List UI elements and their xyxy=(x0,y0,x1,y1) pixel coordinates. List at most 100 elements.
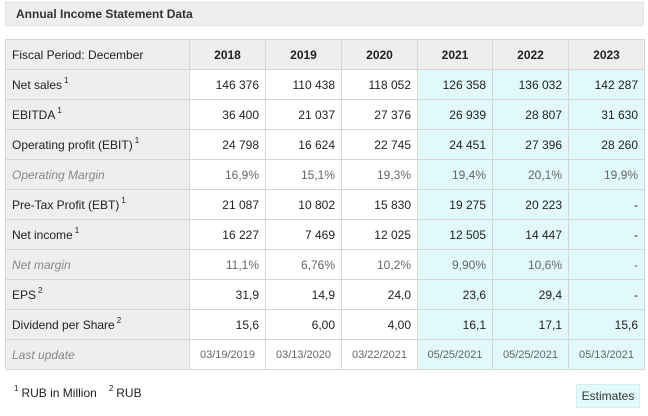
value-cell: 12 025 xyxy=(341,219,418,250)
value-cell: 6,00 xyxy=(265,309,342,340)
footnote-marker: 1 xyxy=(57,105,62,115)
row-label: EBITDA 1 xyxy=(5,99,190,130)
value-cell: 24 798 xyxy=(189,129,266,160)
year-header: 2022 xyxy=(492,39,569,70)
value-cell: 15 830 xyxy=(341,189,418,220)
value-cell: - xyxy=(568,249,645,280)
footnote-text: RUB xyxy=(116,386,142,400)
value-cell: 28 260 xyxy=(568,129,645,160)
value-cell: 6,76% xyxy=(265,249,342,280)
value-cell: 110 438 xyxy=(265,69,342,100)
value-cell: 118 052 xyxy=(341,69,418,100)
value-cell: 23,6 xyxy=(417,279,493,310)
fiscal-period-label: Fiscal Period: December xyxy=(5,39,190,70)
footnote-marker: 1 xyxy=(64,75,69,85)
table-row: Operating profit (EBIT) 1 24 798 16 624 22 7… xyxy=(5,129,645,160)
section-title-bar: Annual Income Statement Data xyxy=(5,2,644,26)
value-cell: 16,1 xyxy=(417,309,493,340)
last-update-row: Last update 03/19/2019 03/13/2020 03/22/202… xyxy=(5,339,645,370)
value-cell: 14,9 xyxy=(265,279,342,310)
update-date-cell: 05/25/2021 xyxy=(492,339,569,370)
row-label-text: Pre-Tax Profit (EBT) xyxy=(12,197,120,212)
section-title: Annual Income Statement Data xyxy=(16,7,193,21)
value-cell: - xyxy=(568,189,645,220)
value-cell: 31,9 xyxy=(189,279,266,310)
value-cell: 24 451 xyxy=(417,129,493,160)
table-row: Net sales 1 146 376 110 438 118 052 126 358 13… xyxy=(5,69,645,100)
row-label-text: EBITDA xyxy=(12,107,56,122)
row-label-text: Net sales xyxy=(12,77,63,92)
value-cell: 20,1% xyxy=(492,159,569,190)
value-cell: 14 447 xyxy=(492,219,569,250)
value-cell: 24,0 xyxy=(341,279,418,310)
row-label-text: Operating Margin xyxy=(12,167,105,182)
value-cell: 146 376 xyxy=(189,69,266,100)
value-cell: 126 358 xyxy=(417,69,493,100)
footnote-marker: 1 xyxy=(74,225,80,235)
header-row: Fiscal Period: December 2018 2019 2020 2021… xyxy=(5,39,645,70)
update-date-cell: 03/13/2020 xyxy=(265,339,342,370)
value-cell: 12 505 xyxy=(417,219,493,250)
value-cell: 19,3% xyxy=(341,159,418,190)
update-date-cell: 05/13/2021 xyxy=(568,339,645,370)
table-row: EPS 2 31,9 14,9 24,0 23,6 29,4- xyxy=(5,279,645,310)
update-date-cell: 05/25/2021 xyxy=(417,339,493,370)
footnote-marker: 1 xyxy=(134,135,140,145)
value-cell: 4,00 xyxy=(341,309,418,340)
year-header: 2018 xyxy=(189,39,266,70)
footnote-item: 2 RUB xyxy=(107,384,142,400)
footnote-marker: 2 xyxy=(116,315,122,325)
estimates-legend-badge: Estimates xyxy=(576,384,640,408)
value-cell: 19 275 xyxy=(417,189,493,220)
value-cell: 21 087 xyxy=(189,189,266,220)
value-cell: 26 939 xyxy=(417,99,493,130)
year-header: 2019 xyxy=(265,39,342,70)
table-row: Pre-Tax Profit (EBT) 1 21 087 10 802 15 830 1… xyxy=(5,189,645,220)
table-row: Dividend per Share 2 15,6 6,00 4,00 16,1 17,1 1… xyxy=(5,309,645,340)
row-label: Net margin xyxy=(5,249,190,280)
value-cell: 15,1% xyxy=(265,159,342,190)
value-cell: - xyxy=(568,219,645,250)
row-label-text: Operating profit (EBIT) xyxy=(12,137,133,152)
value-cell: 15,6 xyxy=(568,309,645,340)
table-row: Net income 1 16 227 7 469 12 025 12 505 14 447… xyxy=(5,219,645,250)
value-cell: 16,9% xyxy=(189,159,266,190)
row-label: Operating Margin xyxy=(5,159,190,190)
value-cell: 29,4 xyxy=(492,279,569,310)
value-cell: - xyxy=(568,279,645,310)
row-label: Dividend per Share 2 xyxy=(5,309,190,340)
value-cell: 19,9% xyxy=(568,159,645,190)
row-label-text: Net income xyxy=(12,227,73,242)
table-row: Operating Margin 16,9% 15,1% 19,3% 19,4% 20,1… xyxy=(5,159,645,190)
row-label: Pre-Tax Profit (EBT) 1 xyxy=(5,189,190,220)
value-cell: 142 287 xyxy=(568,69,645,100)
row-label: Operating profit (EBIT) 1 xyxy=(5,129,190,160)
value-cell: 31 630 xyxy=(568,99,645,130)
value-cell: 21 037 xyxy=(265,99,342,130)
value-cell: 16 227 xyxy=(189,219,266,250)
footnote-mark: 2 xyxy=(108,384,114,393)
value-cell: 28 807 xyxy=(492,99,569,130)
row-label: EPS 2 xyxy=(5,279,190,310)
row-label: Net income 1 xyxy=(5,219,190,250)
update-date-cell: 03/22/2021 xyxy=(341,339,418,370)
value-cell: 19,4% xyxy=(417,159,493,190)
value-cell: 27 396 xyxy=(492,129,569,160)
row-label-text: EPS xyxy=(12,287,37,302)
value-cell: 10 802 xyxy=(265,189,342,220)
table-row: EBITDA 1 36 400 21 037 27 376 26 939 28 807 31 … xyxy=(5,99,645,130)
value-cell: 27 376 xyxy=(341,99,418,130)
footnotes: 1 RUB in Million 2 RUB xyxy=(12,384,152,400)
value-cell: 10,2% xyxy=(341,249,418,280)
footnote-marker: 1 xyxy=(121,195,126,205)
value-cell: 17,1 xyxy=(492,309,569,340)
footnote-marker: 2 xyxy=(38,285,43,295)
last-update-label: Last update xyxy=(5,339,190,370)
footnote-text: RUB in Million xyxy=(21,386,97,400)
year-header: 2023 xyxy=(568,39,645,70)
year-header: 2021 xyxy=(417,39,493,70)
value-cell: 16 624 xyxy=(265,129,342,160)
footnote-mark: 1 xyxy=(14,384,19,393)
value-cell: 7 469 xyxy=(265,219,342,250)
value-cell: 11,1% xyxy=(189,249,266,280)
